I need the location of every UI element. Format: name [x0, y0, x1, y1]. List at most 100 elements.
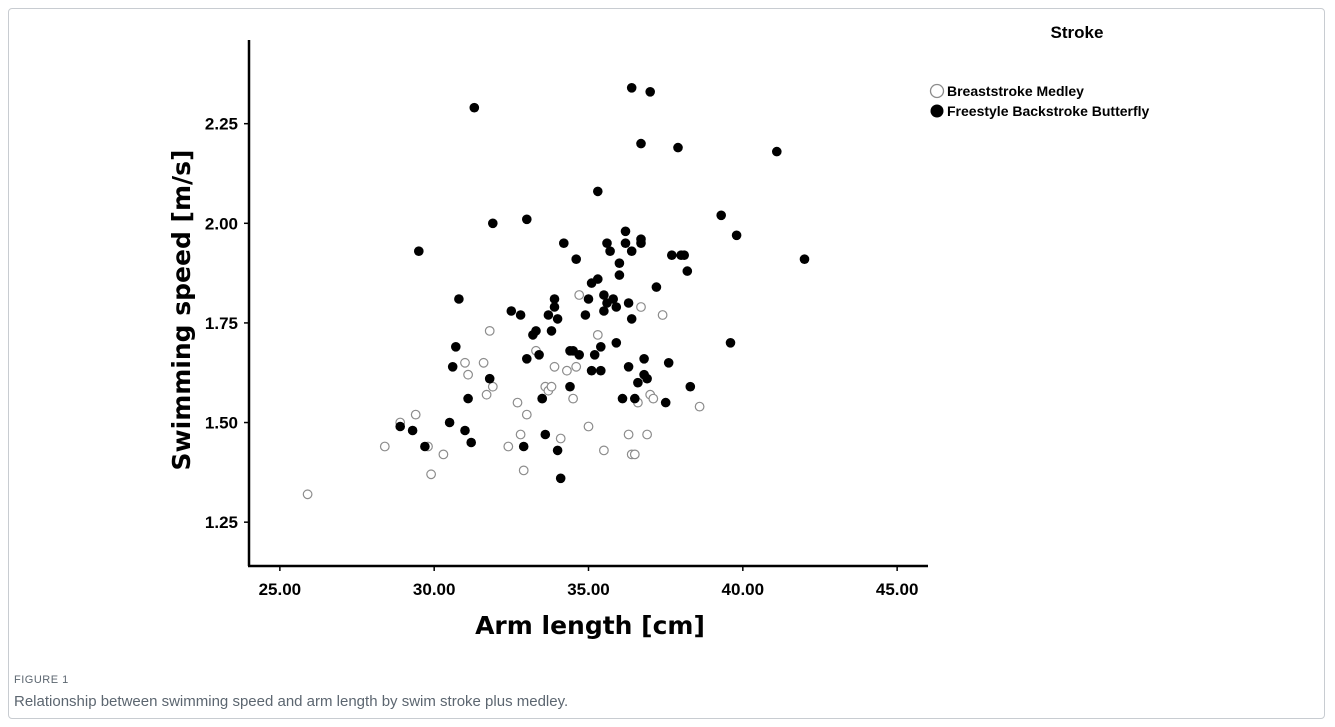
data-point-breaststroke-medley — [599, 445, 609, 456]
data-point-breaststroke-medley — [636, 302, 646, 312]
data-point-freestyle-backstroke-butterfly — [540, 429, 551, 440]
x-tick-label: 30.00 — [413, 580, 456, 599]
data-point-freestyle-backstroke-butterfly — [731, 230, 742, 241]
data-point-breaststroke-medley — [623, 429, 634, 440]
data-point-breaststroke-medley — [518, 465, 529, 476]
data-point-freestyle-backstroke-butterfly — [395, 421, 406, 432]
x-tick-label: 35.00 — [567, 580, 610, 599]
data-point-freestyle-backstroke-butterfly — [571, 254, 581, 264]
legend-label-freestyle-backstroke-butterfly: Freestyle Backstroke Butterfly — [947, 103, 1150, 119]
data-point-breaststroke-medley — [487, 381, 498, 392]
data-point-freestyle-backstroke-butterfly — [617, 393, 628, 404]
data-point-freestyle-backstroke-butterfly — [559, 238, 569, 248]
data-point-freestyle-backstroke-butterfly — [599, 306, 609, 316]
data-point-freestyle-backstroke-butterfly — [549, 294, 560, 304]
data-point-freestyle-backstroke-butterfly — [645, 87, 655, 97]
data-point-freestyle-backstroke-butterfly — [620, 238, 631, 248]
x-tick-label: 40.00 — [722, 580, 765, 599]
legend-marker-breaststroke-medley — [929, 83, 945, 99]
y-tick-label: 1.75 — [205, 314, 238, 333]
data-point-breaststroke-medley — [642, 429, 652, 440]
data-point-freestyle-backstroke-butterfly — [451, 342, 461, 352]
data-point-freestyle-backstroke-butterfly — [522, 214, 532, 225]
y-tick-label: 1.25 — [205, 513, 238, 532]
data-point-freestyle-backstroke-butterfly — [636, 138, 646, 149]
data-point-freestyle-backstroke-butterfly — [605, 246, 615, 256]
data-point-breaststroke-medley — [657, 310, 668, 320]
data-point-freestyle-backstroke-butterfly — [555, 473, 566, 484]
data-point-freestyle-backstroke-butterfly — [608, 294, 618, 304]
figure-caption: Relationship between swimming speed and … — [14, 693, 569, 710]
data-point-freestyle-backstroke-butterfly — [679, 250, 689, 260]
data-point-freestyle-backstroke-butterfly — [574, 350, 584, 360]
data-point-freestyle-backstroke-butterfly — [623, 298, 634, 308]
data-point-freestyle-backstroke-butterfly — [518, 441, 529, 452]
data-point-freestyle-backstroke-butterfly — [626, 314, 637, 324]
data-point-freestyle-backstroke-butterfly — [620, 226, 631, 237]
data-point-freestyle-backstroke-butterfly — [488, 218, 498, 229]
data-point-freestyle-backstroke-butterfly — [469, 102, 480, 113]
data-point-breaststroke-medley — [503, 441, 514, 452]
data-point-breaststroke-medley — [555, 433, 566, 444]
data-point-freestyle-backstroke-butterfly — [626, 83, 637, 93]
data-point-breaststroke-medley — [460, 357, 470, 368]
data-point-breaststroke-medley — [410, 409, 421, 420]
data-point-freestyle-backstroke-butterfly — [466, 437, 477, 448]
legend: Stroke Breaststroke Medley Freestyle Bac… — [929, 23, 1150, 119]
data-point-freestyle-backstroke-butterfly — [667, 250, 677, 260]
data-point-freestyle-backstroke-butterfly — [586, 365, 597, 376]
data-point-breaststroke-medley — [568, 393, 578, 404]
y-axis-label: Swimming speed [m/s] — [167, 150, 196, 471]
data-point-freestyle-backstroke-butterfly — [593, 274, 603, 284]
data-point-freestyle-backstroke-butterfly — [537, 393, 547, 404]
x-axis-label: Arm length [cm] — [475, 611, 705, 640]
data-points — [302, 83, 810, 500]
y-tick-label: 2.25 — [205, 115, 238, 134]
data-point-breaststroke-medley — [438, 449, 449, 460]
data-point-breaststroke-medley — [549, 361, 560, 372]
data-point-breaststroke-medley — [481, 389, 492, 400]
data-point-breaststroke-medley — [379, 441, 390, 452]
data-point-freestyle-backstroke-butterfly — [673, 142, 683, 153]
data-point-breaststroke-medley — [583, 421, 594, 432]
data-point-freestyle-backstroke-butterfly — [623, 362, 634, 372]
y-tick-label: 1.50 — [205, 414, 238, 433]
x-tick-label: 45.00 — [876, 580, 919, 599]
legend-label-breaststroke-medley: Breaststroke Medley — [947, 83, 1084, 99]
data-point-freestyle-backstroke-butterfly — [506, 306, 517, 316]
data-point-freestyle-backstroke-butterfly — [543, 310, 554, 320]
data-point-freestyle-backstroke-butterfly — [611, 338, 622, 348]
data-point-freestyle-backstroke-butterfly — [725, 338, 736, 348]
data-point-breaststroke-medley — [521, 409, 532, 420]
data-point-freestyle-backstroke-butterfly — [515, 310, 526, 320]
data-point-freestyle-backstroke-butterfly — [636, 234, 646, 244]
data-point-freestyle-backstroke-butterfly — [642, 373, 652, 384]
data-point-freestyle-backstroke-butterfly — [552, 314, 563, 324]
figure-label: FIGURE 1 — [14, 674, 69, 686]
data-point-freestyle-backstroke-butterfly — [484, 373, 495, 384]
data-point-freestyle-backstroke-butterfly — [614, 270, 625, 280]
data-point-freestyle-backstroke-butterfly — [580, 310, 591, 320]
data-point-breaststroke-medley — [648, 393, 659, 404]
data-point-freestyle-backstroke-butterfly — [663, 358, 674, 368]
data-point-freestyle-backstroke-butterfly — [444, 417, 455, 428]
data-point-freestyle-backstroke-butterfly — [531, 326, 541, 336]
data-point-freestyle-backstroke-butterfly — [685, 381, 696, 392]
axis-ticks: 25.00 30.00 35.00 40.00 45.00 1.25 1.50 1.75 2.0… — [205, 115, 919, 599]
data-point-freestyle-backstroke-butterfly — [589, 350, 600, 360]
data-point-freestyle-backstroke-butterfly — [454, 294, 464, 304]
data-point-freestyle-backstroke-butterfly — [799, 254, 810, 264]
data-point-breaststroke-medley — [629, 449, 640, 460]
data-point-breaststroke-medley — [592, 330, 603, 340]
data-point-freestyle-backstroke-butterfly — [583, 294, 594, 304]
data-point-breaststroke-medley — [478, 357, 489, 368]
data-point-breaststroke-medley — [512, 397, 523, 408]
data-point-breaststroke-medley — [515, 429, 526, 440]
data-point-breaststroke-medley — [463, 369, 474, 380]
data-point-freestyle-backstroke-butterfly — [414, 246, 424, 256]
data-point-freestyle-backstroke-butterfly — [599, 290, 609, 300]
data-point-freestyle-backstroke-butterfly — [463, 393, 473, 404]
data-point-freestyle-backstroke-butterfly — [660, 397, 671, 408]
data-point-freestyle-backstroke-butterfly — [611, 302, 622, 312]
